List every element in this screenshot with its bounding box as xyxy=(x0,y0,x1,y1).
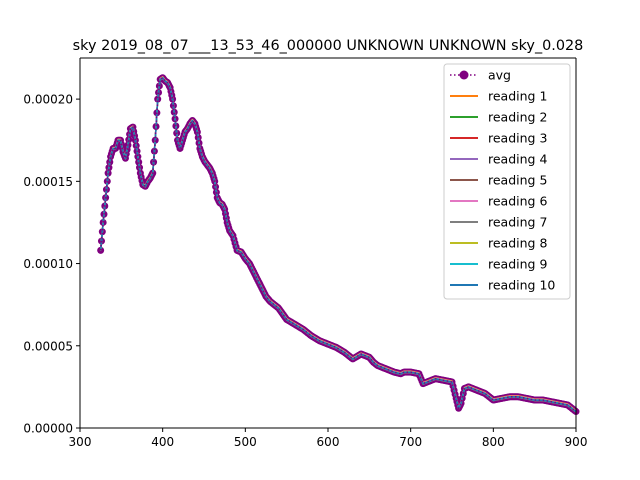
legend-swatch-marker xyxy=(459,70,469,80)
series-line-avg xyxy=(99,76,577,413)
x-tick-label: 400 xyxy=(151,435,174,449)
legend-label: reading 4 xyxy=(488,152,547,167)
x-tick-label: 500 xyxy=(234,435,257,449)
legend-entry: reading 1 xyxy=(450,89,547,104)
legend-label: reading 3 xyxy=(488,131,547,146)
x-tick-label: 600 xyxy=(317,435,340,449)
y-tick-label: 0.00000 xyxy=(23,422,73,436)
legend-entry: reading 4 xyxy=(450,152,547,167)
legend-entry: reading 6 xyxy=(450,194,547,209)
legend-entry: reading 3 xyxy=(450,131,547,146)
x-tick-label: 700 xyxy=(399,435,422,449)
x-axis: 300 400 500 600 700 800 900 xyxy=(69,428,588,449)
legend-label: reading 8 xyxy=(488,236,547,251)
y-tick-label: 0.00005 xyxy=(23,339,73,353)
chart-title: sky 2019_08_07___13_53_46_000000 UNKNOWN… xyxy=(73,38,584,54)
y-tick-label: 0.00015 xyxy=(23,175,73,189)
x-tick-label: 900 xyxy=(565,435,588,449)
legend-entry: reading 2 xyxy=(450,110,547,125)
legend-entry: reading 5 xyxy=(450,173,547,188)
x-tick-label: 800 xyxy=(482,435,505,449)
legend-entry: reading 9 xyxy=(450,257,547,272)
series-layer xyxy=(97,74,580,416)
legend-label: reading 10 xyxy=(488,278,555,293)
y-axis: 0.00000 0.00005 0.00010 0.00015 0.00020 xyxy=(23,93,80,436)
legend-label: reading 9 xyxy=(488,257,547,272)
legend: avg reading 1 reading 2 reading 3 reading 4 r… xyxy=(443,63,571,300)
y-tick-label: 0.00010 xyxy=(23,257,73,271)
legend-box xyxy=(443,63,571,300)
legend-label: reading 2 xyxy=(488,110,547,125)
legend-entry: reading 10 xyxy=(450,278,555,293)
legend-entry: avg xyxy=(450,68,511,83)
legend-label: reading 6 xyxy=(488,194,547,209)
x-tick-label: 300 xyxy=(69,435,92,449)
legend-label: reading 1 xyxy=(488,89,547,104)
y-tick-label: 0.00020 xyxy=(23,93,73,107)
legend-label: reading 7 xyxy=(488,215,547,230)
legend-label: avg xyxy=(488,68,511,83)
legend-entry: reading 8 xyxy=(450,236,547,251)
legend-entry: reading 7 xyxy=(450,215,547,230)
legend-label: reading 5 xyxy=(488,173,547,188)
